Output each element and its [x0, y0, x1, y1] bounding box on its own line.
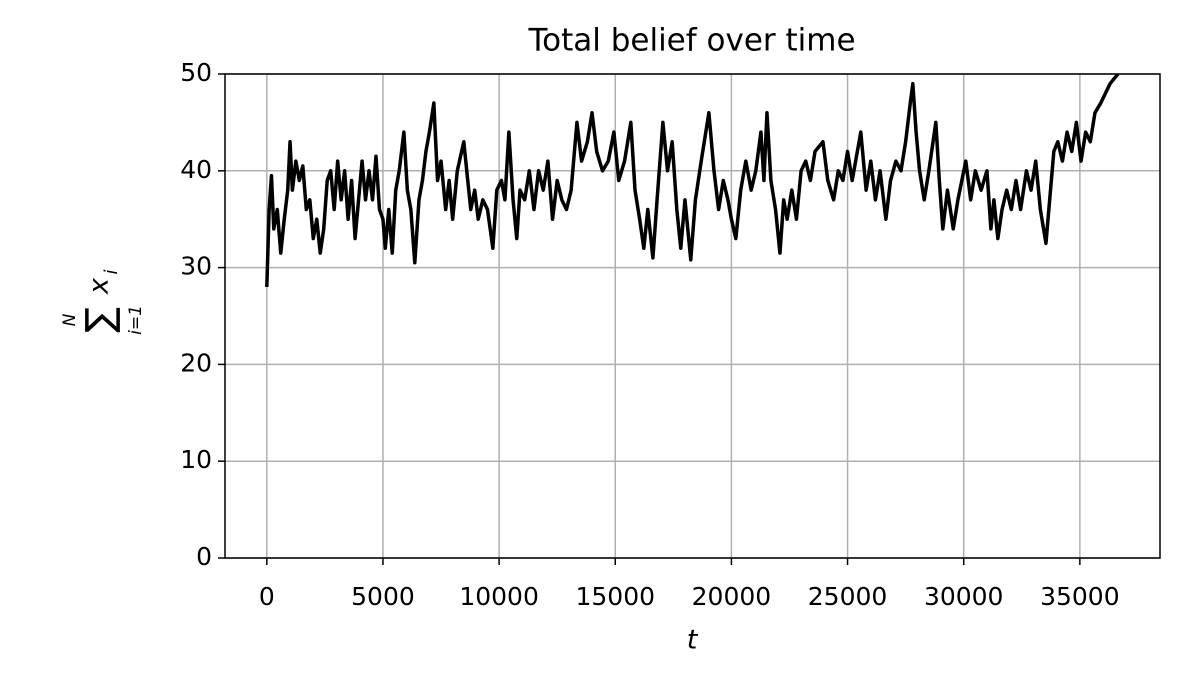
y-label-upper: N [60, 313, 80, 326]
y-label-sum: ∑ [78, 307, 122, 333]
x-tick-label: 25000 [808, 582, 888, 611]
x-axis-label: t [687, 625, 699, 656]
y-tick-label: 10 [180, 445, 212, 474]
x-tick-label: 10000 [459, 582, 539, 611]
y-tick-label: 30 [180, 252, 212, 281]
y-axis-label: ∑ N i=1 x i [60, 269, 146, 334]
plot-frame [224, 73, 1161, 559]
y-tick-label: 20 [180, 348, 212, 377]
plot-area [265, 74, 1120, 288]
x-tick-label: 0 [259, 582, 275, 611]
y-label-sub: i [101, 269, 122, 274]
x-tick-label: 30000 [924, 582, 1004, 611]
data-line [265, 74, 1120, 288]
y-label-lower: i=1 [126, 305, 146, 335]
y-tick-label: 40 [180, 155, 212, 184]
chart-title: Total belief over time [527, 23, 855, 59]
x-tick-label: 5000 [351, 582, 415, 611]
x-tick-label: 35000 [1040, 582, 1120, 611]
x-tick-label: 20000 [692, 582, 772, 611]
y-tick-label: 0 [196, 542, 212, 571]
y-tick-label: 50 [180, 58, 212, 87]
y-label-var: x [84, 277, 115, 295]
x-tick-label: 15000 [575, 582, 655, 611]
